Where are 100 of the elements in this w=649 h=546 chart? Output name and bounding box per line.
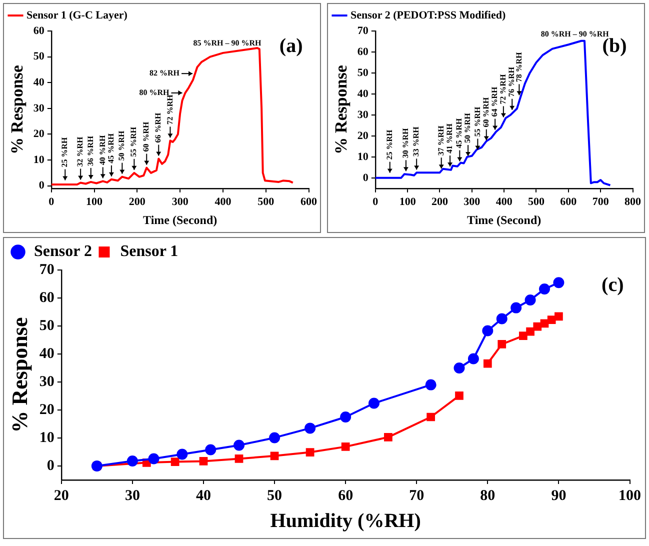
annotation: 55 %RH xyxy=(129,126,138,157)
point xyxy=(454,362,465,374)
x-axis-title: Time (Second) xyxy=(467,212,542,227)
x-tick-label: 500 xyxy=(528,196,545,208)
y-tick-label: 10 xyxy=(39,430,54,446)
point xyxy=(526,327,534,336)
annotation: 40 %RH xyxy=(98,134,107,166)
y-tick-label: 60 xyxy=(357,46,369,58)
y-tick-label: 70 xyxy=(357,24,369,37)
y-tick-label: 0 xyxy=(362,172,369,184)
x-tick-label: 40 xyxy=(196,488,211,504)
y-tick-label: 30 xyxy=(39,374,54,390)
point xyxy=(304,422,316,434)
y-tick-label: 40 xyxy=(39,346,54,362)
annotation: 32 %RH xyxy=(76,136,85,167)
x-axis-title: Time (Second) xyxy=(143,212,218,227)
x-tick-label: 400 xyxy=(214,196,232,208)
annotation: 60 %RH xyxy=(481,96,490,128)
point xyxy=(306,448,314,456)
point xyxy=(498,340,506,348)
annotation: 64 %RH xyxy=(490,86,500,117)
point xyxy=(384,432,392,442)
x-tick-label: 50 xyxy=(267,488,282,504)
annotation: 72 %RH xyxy=(498,73,508,104)
point xyxy=(540,319,549,328)
y-tick-label: 10 xyxy=(357,150,369,163)
x-tick-label: 800 xyxy=(624,196,642,208)
x-tick-label: 300 xyxy=(464,196,481,208)
x-tick-label: 90 xyxy=(551,488,566,504)
point xyxy=(341,442,350,451)
annotation: (c) xyxy=(602,274,624,296)
annotation: 55 %RH xyxy=(472,106,482,137)
point xyxy=(519,332,528,340)
annotation: 66 %RH xyxy=(154,112,163,143)
annotation: 60 %RH xyxy=(142,120,151,152)
x-tick-label: 500 xyxy=(258,196,275,208)
point xyxy=(538,284,550,295)
point xyxy=(482,325,494,336)
annotation: 25 %RH xyxy=(384,129,394,160)
legend-label: Sensor 2 xyxy=(34,243,92,260)
annotation: 25 %RH xyxy=(60,136,70,168)
y-tick-label: 60 xyxy=(39,290,54,306)
x-tick-label: 600 xyxy=(560,196,578,208)
point xyxy=(234,454,244,463)
y-tick-label: 50 xyxy=(39,318,54,334)
x-tick-label: 300 xyxy=(172,196,189,208)
y-axis-title: % Response xyxy=(6,317,32,433)
x-tick-label: 20 xyxy=(54,488,69,504)
x-tick-label: 100 xyxy=(618,488,641,504)
x-tick-label: 70 xyxy=(409,488,424,504)
annotation: 30 %RH xyxy=(401,127,410,158)
annotation: 41 %RH xyxy=(445,122,454,154)
point xyxy=(510,302,522,314)
point xyxy=(205,444,216,456)
y-tick-label: 30 xyxy=(357,108,369,121)
annotation: 45 %RH xyxy=(454,117,464,148)
point xyxy=(126,455,138,466)
x-tick-label: 80 xyxy=(480,488,496,504)
y-tick-label: 40 xyxy=(357,88,369,100)
y-tick-label: 20 xyxy=(33,128,45,140)
y-tick-label: 60 xyxy=(33,24,45,37)
x-tick-label: 600 xyxy=(300,196,318,208)
x-tick-label: 0 xyxy=(372,196,379,208)
x-tick-label: 100 xyxy=(86,196,104,208)
point xyxy=(270,452,279,460)
annotation: 36 %RH xyxy=(86,135,95,166)
point xyxy=(553,277,564,288)
x-tick-label: 700 xyxy=(592,196,610,208)
legend-label: Sensor 1 (G-C Layer) xyxy=(26,9,128,22)
annotation: 85 %RH – 90 %RH xyxy=(193,38,262,48)
point xyxy=(455,392,464,400)
point xyxy=(425,379,436,390)
point xyxy=(483,359,492,368)
annotation: 33 %RH xyxy=(412,126,421,157)
legend-label: Sensor 1 xyxy=(120,243,178,260)
x-tick-label: 100 xyxy=(399,196,416,208)
point xyxy=(533,322,542,331)
annotation: 50 %RH xyxy=(463,112,472,144)
point xyxy=(340,412,352,422)
point xyxy=(547,316,556,324)
y-tick-label: 40 xyxy=(33,76,45,88)
y-tick-label: 50 xyxy=(357,66,369,79)
x-tick-label: 30 xyxy=(124,488,140,504)
y-tick-label: 50 xyxy=(33,50,45,63)
annotation: 78 %RH xyxy=(514,51,524,82)
point xyxy=(368,398,380,409)
point xyxy=(524,294,536,306)
annotation: (a) xyxy=(279,35,303,58)
y-axis-title: % Response xyxy=(8,64,27,154)
x-tick-label: 400 xyxy=(496,196,513,208)
y-tick-label: 20 xyxy=(357,130,369,142)
annotation: 50 %RH xyxy=(117,130,126,161)
x-tick-label: 200 xyxy=(128,196,146,208)
point xyxy=(234,440,245,451)
x-tick-label: 60 xyxy=(338,488,354,504)
y-tick-label: 0 xyxy=(46,458,54,474)
annotation: 37 %RH xyxy=(436,124,446,156)
x-tick-label: 200 xyxy=(431,196,448,208)
y-axis-title: % Response xyxy=(332,64,351,154)
point xyxy=(496,313,508,324)
